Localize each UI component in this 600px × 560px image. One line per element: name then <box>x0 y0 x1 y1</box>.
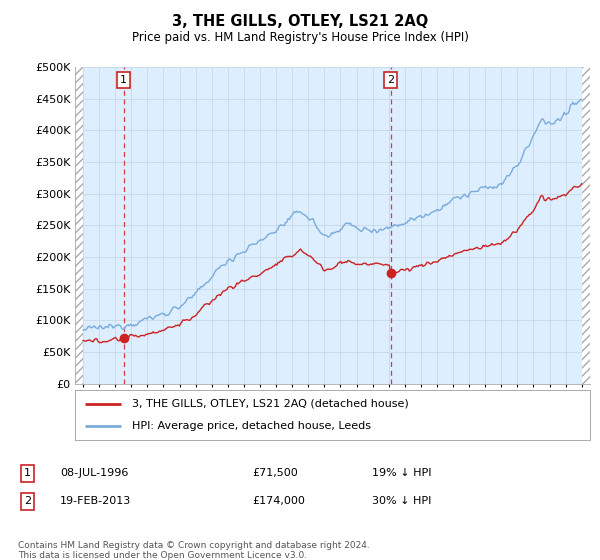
Text: Contains HM Land Registry data © Crown copyright and database right 2024.
This d: Contains HM Land Registry data © Crown c… <box>18 541 370 560</box>
Text: 3, THE GILLS, OTLEY, LS21 2AQ (detached house): 3, THE GILLS, OTLEY, LS21 2AQ (detached … <box>131 399 409 409</box>
Text: £71,500: £71,500 <box>252 468 298 478</box>
Text: £174,000: £174,000 <box>252 496 305 506</box>
Text: 2: 2 <box>24 496 31 506</box>
Text: 3, THE GILLS, OTLEY, LS21 2AQ: 3, THE GILLS, OTLEY, LS21 2AQ <box>172 14 428 29</box>
Text: HPI: Average price, detached house, Leeds: HPI: Average price, detached house, Leed… <box>131 421 371 431</box>
Text: 30% ↓ HPI: 30% ↓ HPI <box>372 496 431 506</box>
Text: Price paid vs. HM Land Registry's House Price Index (HPI): Price paid vs. HM Land Registry's House … <box>131 31 469 44</box>
Text: 2: 2 <box>387 75 394 85</box>
Text: 1: 1 <box>120 75 127 85</box>
Text: 19-FEB-2013: 19-FEB-2013 <box>60 496 131 506</box>
Text: 1: 1 <box>24 468 31 478</box>
Text: 19% ↓ HPI: 19% ↓ HPI <box>372 468 431 478</box>
Text: 08-JUL-1996: 08-JUL-1996 <box>60 468 128 478</box>
